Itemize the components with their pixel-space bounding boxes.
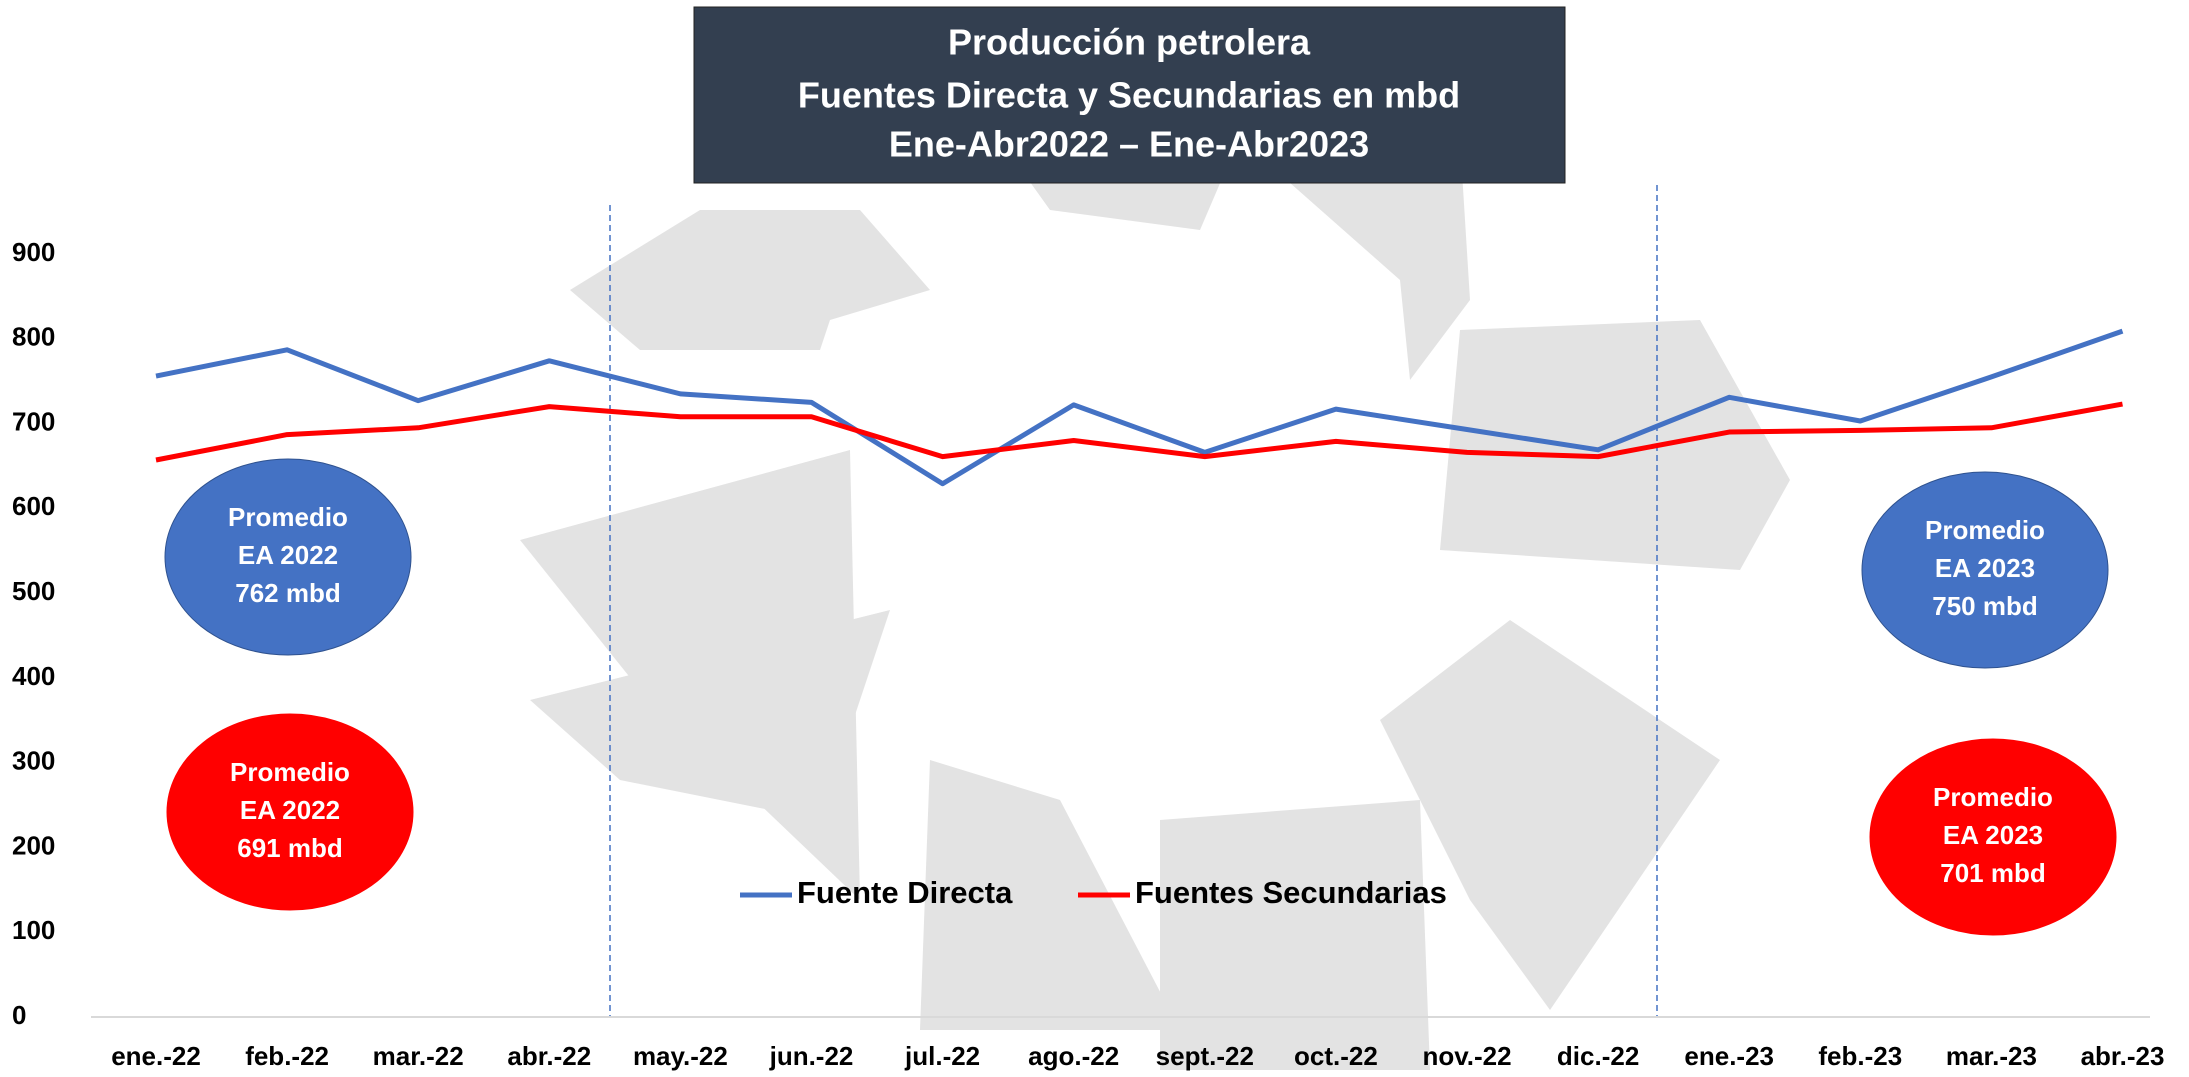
chart-title: Ene-Abr2022 – Ene-Abr2023 xyxy=(889,124,1369,165)
background-watermark xyxy=(520,90,1790,1070)
y-tick-label: 300 xyxy=(12,746,55,776)
legend-label: Fuente Directa xyxy=(797,875,1013,910)
average-label: 750 mbd xyxy=(1932,591,2038,621)
average-label: EA 2022 xyxy=(240,795,340,825)
legend-label: Fuentes Secundarias xyxy=(1135,875,1447,910)
average-label: 701 mbd xyxy=(1940,858,2046,888)
x-tick-label: sept.-22 xyxy=(1156,1041,1254,1071)
x-tick-label: nov.-22 xyxy=(1422,1041,1511,1071)
y-tick-label: 900 xyxy=(12,237,55,267)
average-badge xyxy=(166,713,414,911)
x-tick-label: abr.-23 xyxy=(2081,1041,2165,1071)
average-label: Promedio xyxy=(1933,782,2053,812)
x-tick-label: jun.-22 xyxy=(769,1041,854,1071)
x-tick-label: ene.-22 xyxy=(111,1041,201,1071)
chart-title: Fuentes Directa y Secundarias en mbd xyxy=(798,75,1460,116)
y-tick-label: 100 xyxy=(12,915,55,945)
y-tick-label: 600 xyxy=(12,491,55,521)
x-tick-label: ene.-23 xyxy=(1684,1041,1774,1071)
y-tick-label: 0 xyxy=(12,1000,26,1030)
average-badge xyxy=(164,458,412,656)
average-label: EA 2023 xyxy=(1935,553,2035,583)
y-tick-label: 700 xyxy=(12,406,55,436)
average-label: 762 mbd xyxy=(235,578,341,608)
average-label: EA 2022 xyxy=(238,540,338,570)
x-tick-label: oct.-22 xyxy=(1294,1041,1378,1071)
x-tick-label: mar.-23 xyxy=(1946,1041,2037,1071)
y-tick-label: 200 xyxy=(12,830,55,860)
average-label: Promedio xyxy=(230,757,350,787)
average-badge xyxy=(1869,738,2117,936)
y-tick-label: 400 xyxy=(12,661,55,691)
title-box xyxy=(693,6,1566,184)
chart-title: Producción petrolera xyxy=(948,22,1311,63)
x-tick-label: may.-22 xyxy=(633,1041,728,1071)
average-badge xyxy=(1861,471,2109,669)
y-tick-label: 800 xyxy=(12,322,55,352)
x-tick-label: ago.-22 xyxy=(1028,1041,1119,1071)
x-tick-label: feb.-22 xyxy=(245,1041,329,1071)
data-line xyxy=(155,401,2123,463)
average-label: 691 mbd xyxy=(237,833,343,863)
x-tick-label: dic.-22 xyxy=(1557,1041,1639,1071)
average-label: Promedio xyxy=(1925,515,2045,545)
x-tick-label: mar.-22 xyxy=(373,1041,464,1071)
x-tick-label: feb.-23 xyxy=(1818,1041,1902,1071)
average-label: EA 2023 xyxy=(1943,820,2043,850)
x-tick-label: abr.-22 xyxy=(507,1041,591,1071)
data-line xyxy=(155,328,2124,487)
x-tick-label: jul.-22 xyxy=(904,1041,980,1071)
y-tick-label: 500 xyxy=(12,576,55,606)
average-label: Promedio xyxy=(228,502,348,532)
